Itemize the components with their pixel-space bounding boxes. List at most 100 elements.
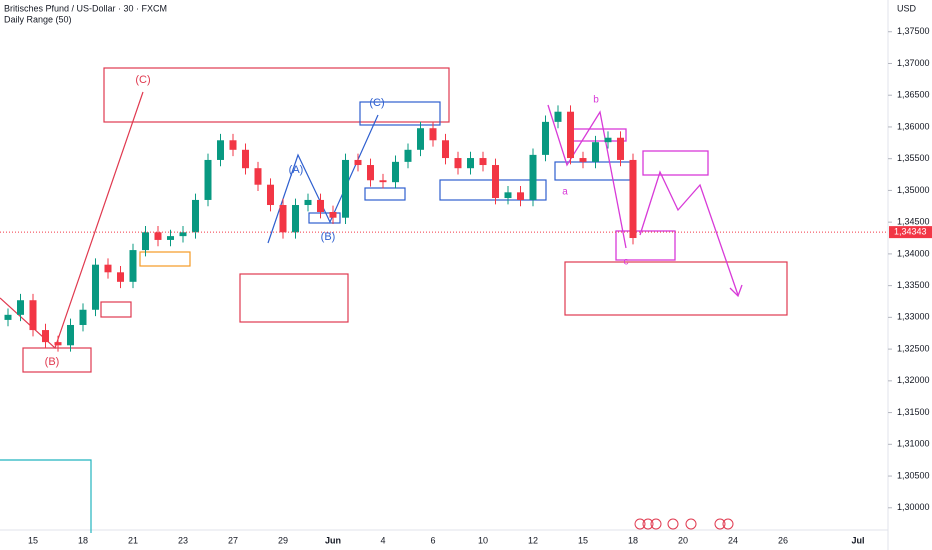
x-tick-label: 21 (128, 535, 138, 545)
y-tick-label: 1,35500 (897, 153, 930, 163)
event-icon (685, 518, 697, 530)
candle-body (429, 128, 437, 141)
y-tick-label: 1,33500 (897, 280, 930, 290)
x-tick-label: Jul (851, 535, 864, 545)
y-tick-label: 1,36000 (897, 121, 930, 131)
zone (22, 347, 92, 373)
candle-body (54, 342, 62, 346)
zone (308, 212, 341, 224)
candle-body (567, 111, 574, 159)
y-tick-label: 1,33000 (897, 312, 930, 322)
candle-body (367, 165, 374, 181)
zone (100, 301, 132, 318)
event-icon (634, 518, 646, 530)
candle-body (229, 140, 237, 150)
event-icon (714, 518, 726, 530)
x-tick-label: 10 (478, 535, 488, 545)
x-tick-label: 15 (28, 535, 38, 545)
candle-body (154, 232, 162, 240)
event-icon (650, 518, 662, 530)
wave-label: (B) (45, 356, 60, 368)
price-label: 1,34343 (894, 226, 927, 236)
candle-body (629, 159, 637, 239)
drawings (0, 67, 788, 533)
y-tick-label: 1,31500 (897, 407, 930, 417)
candle-body (29, 300, 37, 331)
wave-label: a (562, 187, 568, 198)
zone (103, 67, 450, 123)
y-tick-label: 1,35000 (897, 185, 930, 195)
y-tick-label: 1,31000 (897, 439, 930, 449)
zone (139, 251, 191, 267)
zone (615, 230, 676, 261)
candle-body (279, 205, 287, 233)
y-tick-label: 1,30500 (897, 470, 930, 480)
candle-body (104, 264, 112, 273)
candle-body (554, 111, 562, 122)
x-tick-label: 4 (380, 535, 385, 545)
candle-body (129, 250, 137, 282)
candle-body (4, 314, 12, 320)
price-tag (889, 226, 932, 239)
candle-body (142, 232, 149, 251)
candle-body (467, 158, 474, 169)
y-tick-label: 1,32000 (897, 375, 930, 385)
zone (564, 261, 788, 316)
wave-label: (C) (135, 74, 150, 86)
candle-body (254, 168, 262, 185)
y-axis-label: USD (897, 3, 917, 13)
candle-body (479, 158, 487, 166)
candle-body (592, 142, 599, 162)
candle-body (304, 199, 312, 206)
candle-body (329, 212, 337, 218)
range-line (0, 459, 92, 533)
y-tick-label: 1,37000 (897, 58, 930, 68)
x-tick-label: 27 (228, 535, 238, 545)
candle-body (492, 165, 499, 199)
candle-body (204, 159, 212, 200)
indicator-label: Daily Range (50) (4, 14, 72, 24)
candle-body (342, 159, 349, 218)
candle-body (167, 236, 174, 240)
y-tick-label: 1,32500 (897, 343, 930, 353)
candle-body (267, 184, 274, 206)
wave-label: (A) (289, 164, 304, 176)
wave-label: b (593, 95, 599, 106)
candle-body (542, 121, 549, 155)
x-tick-label: Jun (325, 535, 341, 545)
x-tick-label: 20 (678, 535, 688, 545)
candle-body (404, 149, 412, 162)
x-tick-label: 24 (728, 535, 738, 545)
candle-body (504, 192, 512, 199)
candle-body (292, 205, 299, 233)
zone (364, 187, 406, 201)
y-tick-label: 1,34000 (897, 248, 930, 258)
x-tick-label: 15 (578, 535, 588, 545)
x-tick-label: 6 (430, 535, 435, 545)
candle-body (454, 158, 462, 169)
y-tick-label: 1,36500 (897, 90, 930, 100)
candle-body (579, 158, 587, 162)
x-tick-label: 26 (778, 535, 788, 545)
candle-body (17, 300, 24, 315)
candle-body (192, 199, 199, 233)
zone (642, 150, 709, 176)
event-icon (722, 518, 734, 530)
candle-body (67, 324, 74, 346)
candle-body (529, 154, 537, 200)
candle-body (379, 180, 387, 183)
zone (239, 273, 349, 323)
candle-body (392, 161, 399, 183)
candle-body (92, 264, 99, 310)
x-tick-label: 18 (628, 535, 638, 545)
candle-body (442, 140, 449, 159)
candle-body (617, 137, 624, 160)
wave-label: (B) (321, 231, 336, 243)
event-icon (642, 518, 654, 530)
candle-body (604, 137, 612, 143)
candle-body (179, 232, 187, 237)
y-tick-label: 1,37500 (897, 26, 930, 36)
wave-label: c (624, 257, 629, 268)
candle-body (217, 140, 224, 160)
